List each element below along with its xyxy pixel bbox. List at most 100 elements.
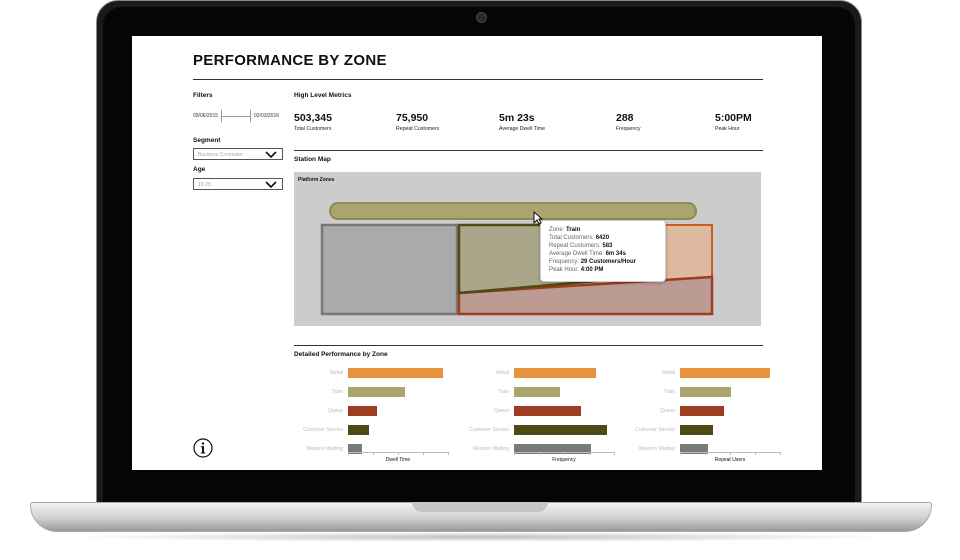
age-value: 19-25: [198, 181, 211, 188]
bar-retail[interactable]: [514, 368, 596, 378]
metric-value: 5:00PM: [715, 112, 752, 124]
metric-label: Repeat Customers: [396, 126, 440, 132]
metric-frequency: 288 Frequency: [616, 112, 641, 132]
category-label: Queue: [659, 408, 675, 414]
x-axis-label: Repeat Users: [714, 457, 746, 463]
bar-train[interactable]: [348, 387, 405, 397]
x-axis-tick: [589, 452, 590, 455]
metrics-label: High Level Metrics: [294, 92, 352, 99]
metric-peak-hour: 5:00PM Peak Hour: [715, 112, 752, 132]
metrics-divider: [294, 150, 763, 151]
segment-dropdown[interactable]: Business Commuter: [193, 148, 283, 160]
x-axis-tick: [755, 452, 756, 455]
chart-dwell-time: Retail Train Queue Customer Service Western …: [298, 362, 450, 463]
zone-tooltip: Zone: Train Total Customers: 6420 Repeat…: [540, 220, 666, 282]
x-axis-tick: [680, 452, 681, 455]
x-axis-tick: [705, 452, 706, 455]
webcam-icon: [476, 12, 487, 23]
metric-label: Total Customers: [294, 126, 332, 132]
x-axis-tick: [780, 452, 781, 455]
x-axis-tick: [730, 452, 731, 455]
category-label: Customer Service: [469, 427, 509, 433]
category-label: Train: [497, 389, 509, 395]
bar-queue[interactable]: [514, 406, 581, 416]
x-axis-tick: [348, 452, 349, 455]
metric-value: 503,345: [294, 112, 332, 124]
metric-value: 75,950: [396, 112, 429, 124]
x-axis-tick: [514, 452, 515, 455]
date-end: 02/03/2016: [254, 113, 280, 119]
x-axis-tick: [398, 452, 399, 455]
segment-value: Business Commuter: [198, 151, 244, 158]
tooltip-peak: Peak Hour: 4:00 PM: [549, 267, 604, 273]
category-label: Retail: [496, 370, 509, 376]
tooltip-dwell: Average Dwell Time: 6m 34s: [549, 251, 626, 257]
x-axis-tick: [373, 452, 374, 455]
date-range-slider[interactable]: [221, 116, 251, 117]
mouse-cursor-icon: [533, 211, 543, 225]
station-map: Platform Zones: [294, 172, 761, 326]
tooltip-zone: Zone: Train: [549, 227, 581, 233]
tooltip-repeat: Repeat Customers: 583: [549, 243, 613, 249]
dashboard-screen: PERFORMANCE BY ZONE Filters 09/06/2015 0…: [132, 36, 822, 470]
bar-western-waiting[interactable]: [680, 444, 708, 454]
segment-label: Segment: [193, 137, 221, 144]
bar-queue[interactable]: [348, 406, 377, 416]
metric-value: 5m 23s: [499, 112, 535, 124]
category-label: Western Waiting: [306, 446, 343, 452]
x-axis-tick: [448, 452, 449, 455]
category-label: Queue: [327, 408, 343, 414]
chevron-down-icon: [265, 181, 277, 188]
x-axis-tick: [423, 452, 424, 455]
bar-western-waiting[interactable]: [348, 444, 362, 454]
zone-queue[interactable]: [457, 275, 714, 316]
date-start: 09/06/2015: [193, 113, 219, 119]
title-divider: [193, 79, 763, 80]
zone-upper-platform[interactable]: [329, 202, 697, 220]
category-label: Customer Service: [303, 427, 343, 433]
age-dropdown[interactable]: 19-25: [193, 178, 283, 190]
bar-customer-service[interactable]: [680, 425, 713, 435]
bar-retail[interactable]: [348, 368, 443, 378]
x-axis-tick: [564, 452, 565, 455]
metric-label: Frequency: [616, 126, 641, 132]
metric-dwell-time: 5m 23s Average Dwell Time: [499, 112, 545, 132]
bar-customer-service[interactable]: [514, 425, 607, 435]
zone-western-waiting[interactable]: [320, 223, 459, 316]
station-map-label: Station Map: [294, 156, 331, 163]
laptop-shadow: [60, 532, 900, 542]
category-label: Queue: [493, 408, 509, 414]
bar-customer-service[interactable]: [348, 425, 369, 435]
category-label: Train: [331, 389, 343, 395]
chevron-down-icon: [265, 151, 277, 158]
detail-divider: [294, 345, 763, 346]
info-icon[interactable]: [193, 438, 213, 458]
date-slider-handle-end[interactable]: [250, 110, 251, 122]
x-axis-tick: [614, 452, 615, 455]
chart-repeat-users: Retail Train Queue Customer Service Western …: [630, 362, 782, 463]
laptop-notch: [412, 502, 548, 512]
bar-queue[interactable]: [680, 406, 724, 416]
chart-frequency: Retail Train Queue Customer Service Western …: [464, 362, 616, 463]
page-title: PERFORMANCE BY ZONE: [193, 52, 387, 69]
category-label: Western Waiting: [638, 446, 675, 452]
category-label: Retail: [330, 370, 343, 376]
bar-western-waiting[interactable]: [514, 444, 591, 454]
detail-title: Detailed Performance by Zone: [294, 351, 388, 358]
x-axis-label: Dwell Time: [385, 457, 411, 463]
category-label: Customer Service: [635, 427, 675, 433]
bar-train[interactable]: [680, 387, 731, 397]
date-slider-handle-start[interactable]: [221, 110, 222, 122]
platform-zones-svg: [320, 202, 714, 316]
bar-train[interactable]: [514, 387, 560, 397]
metric-value: 288: [616, 112, 634, 124]
bar-retail[interactable]: [680, 368, 770, 378]
platform-zones-label: Platform Zones: [298, 177, 335, 183]
metric-label: Average Dwell Time: [499, 126, 546, 132]
tooltip-total: Total Customers: 6420: [549, 235, 610, 241]
category-label: Train: [663, 389, 675, 395]
metric-total-customers: 503,345 Total Customers: [294, 112, 332, 132]
metric-label: Peak Hour: [715, 126, 740, 132]
tooltip-frequency: Frequency: 29 Customers/Hour: [549, 259, 637, 265]
age-label: Age: [193, 166, 206, 173]
